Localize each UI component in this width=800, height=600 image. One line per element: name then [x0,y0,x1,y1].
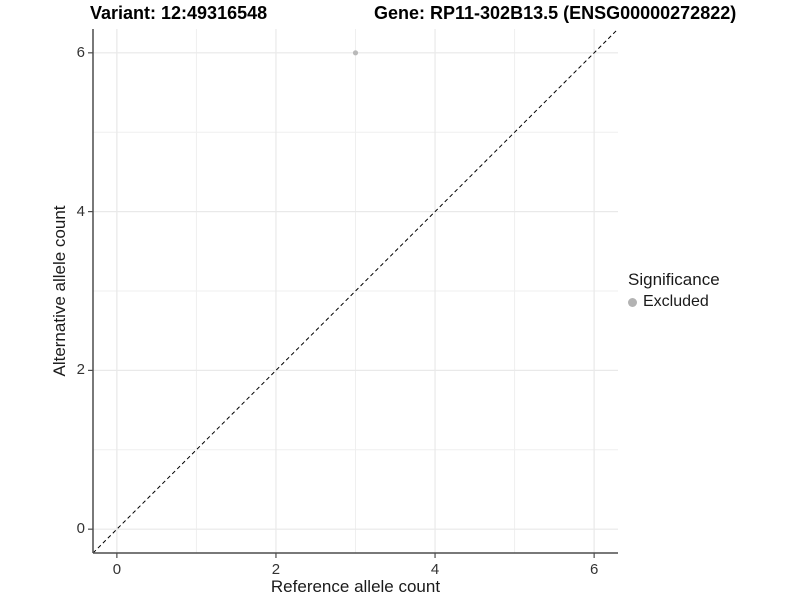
legend-title: Significance [628,270,720,289]
x-tick-label: 6 [589,561,599,578]
identity-dashed-line [92,28,619,554]
y-tick-label: 2 [76,361,85,379]
y-axis-title: Alternative allele count [50,205,69,377]
legend-entry-excluded: Excluded [628,293,720,311]
y-tick-label: 6 [76,43,85,61]
excluded-marker-icon [628,297,637,307]
x-tick-label: 2 [271,561,281,578]
data-point [352,50,359,56]
legend-entry-label: Excluded [643,293,709,310]
variant-title: Variant: 12:49316548 [90,3,268,23]
legend: Significance Excluded [628,270,720,311]
x-tick-label: 0 [112,561,122,578]
gene-title: Gene: RP11-302B13.5 (ENSG00000272822) [374,3,737,23]
x-tick-label: 4 [430,561,440,578]
x-axis-title: Reference allele count [270,577,441,596]
y-tick-label: 4 [76,202,85,220]
y-tick-label: 0 [76,520,85,538]
